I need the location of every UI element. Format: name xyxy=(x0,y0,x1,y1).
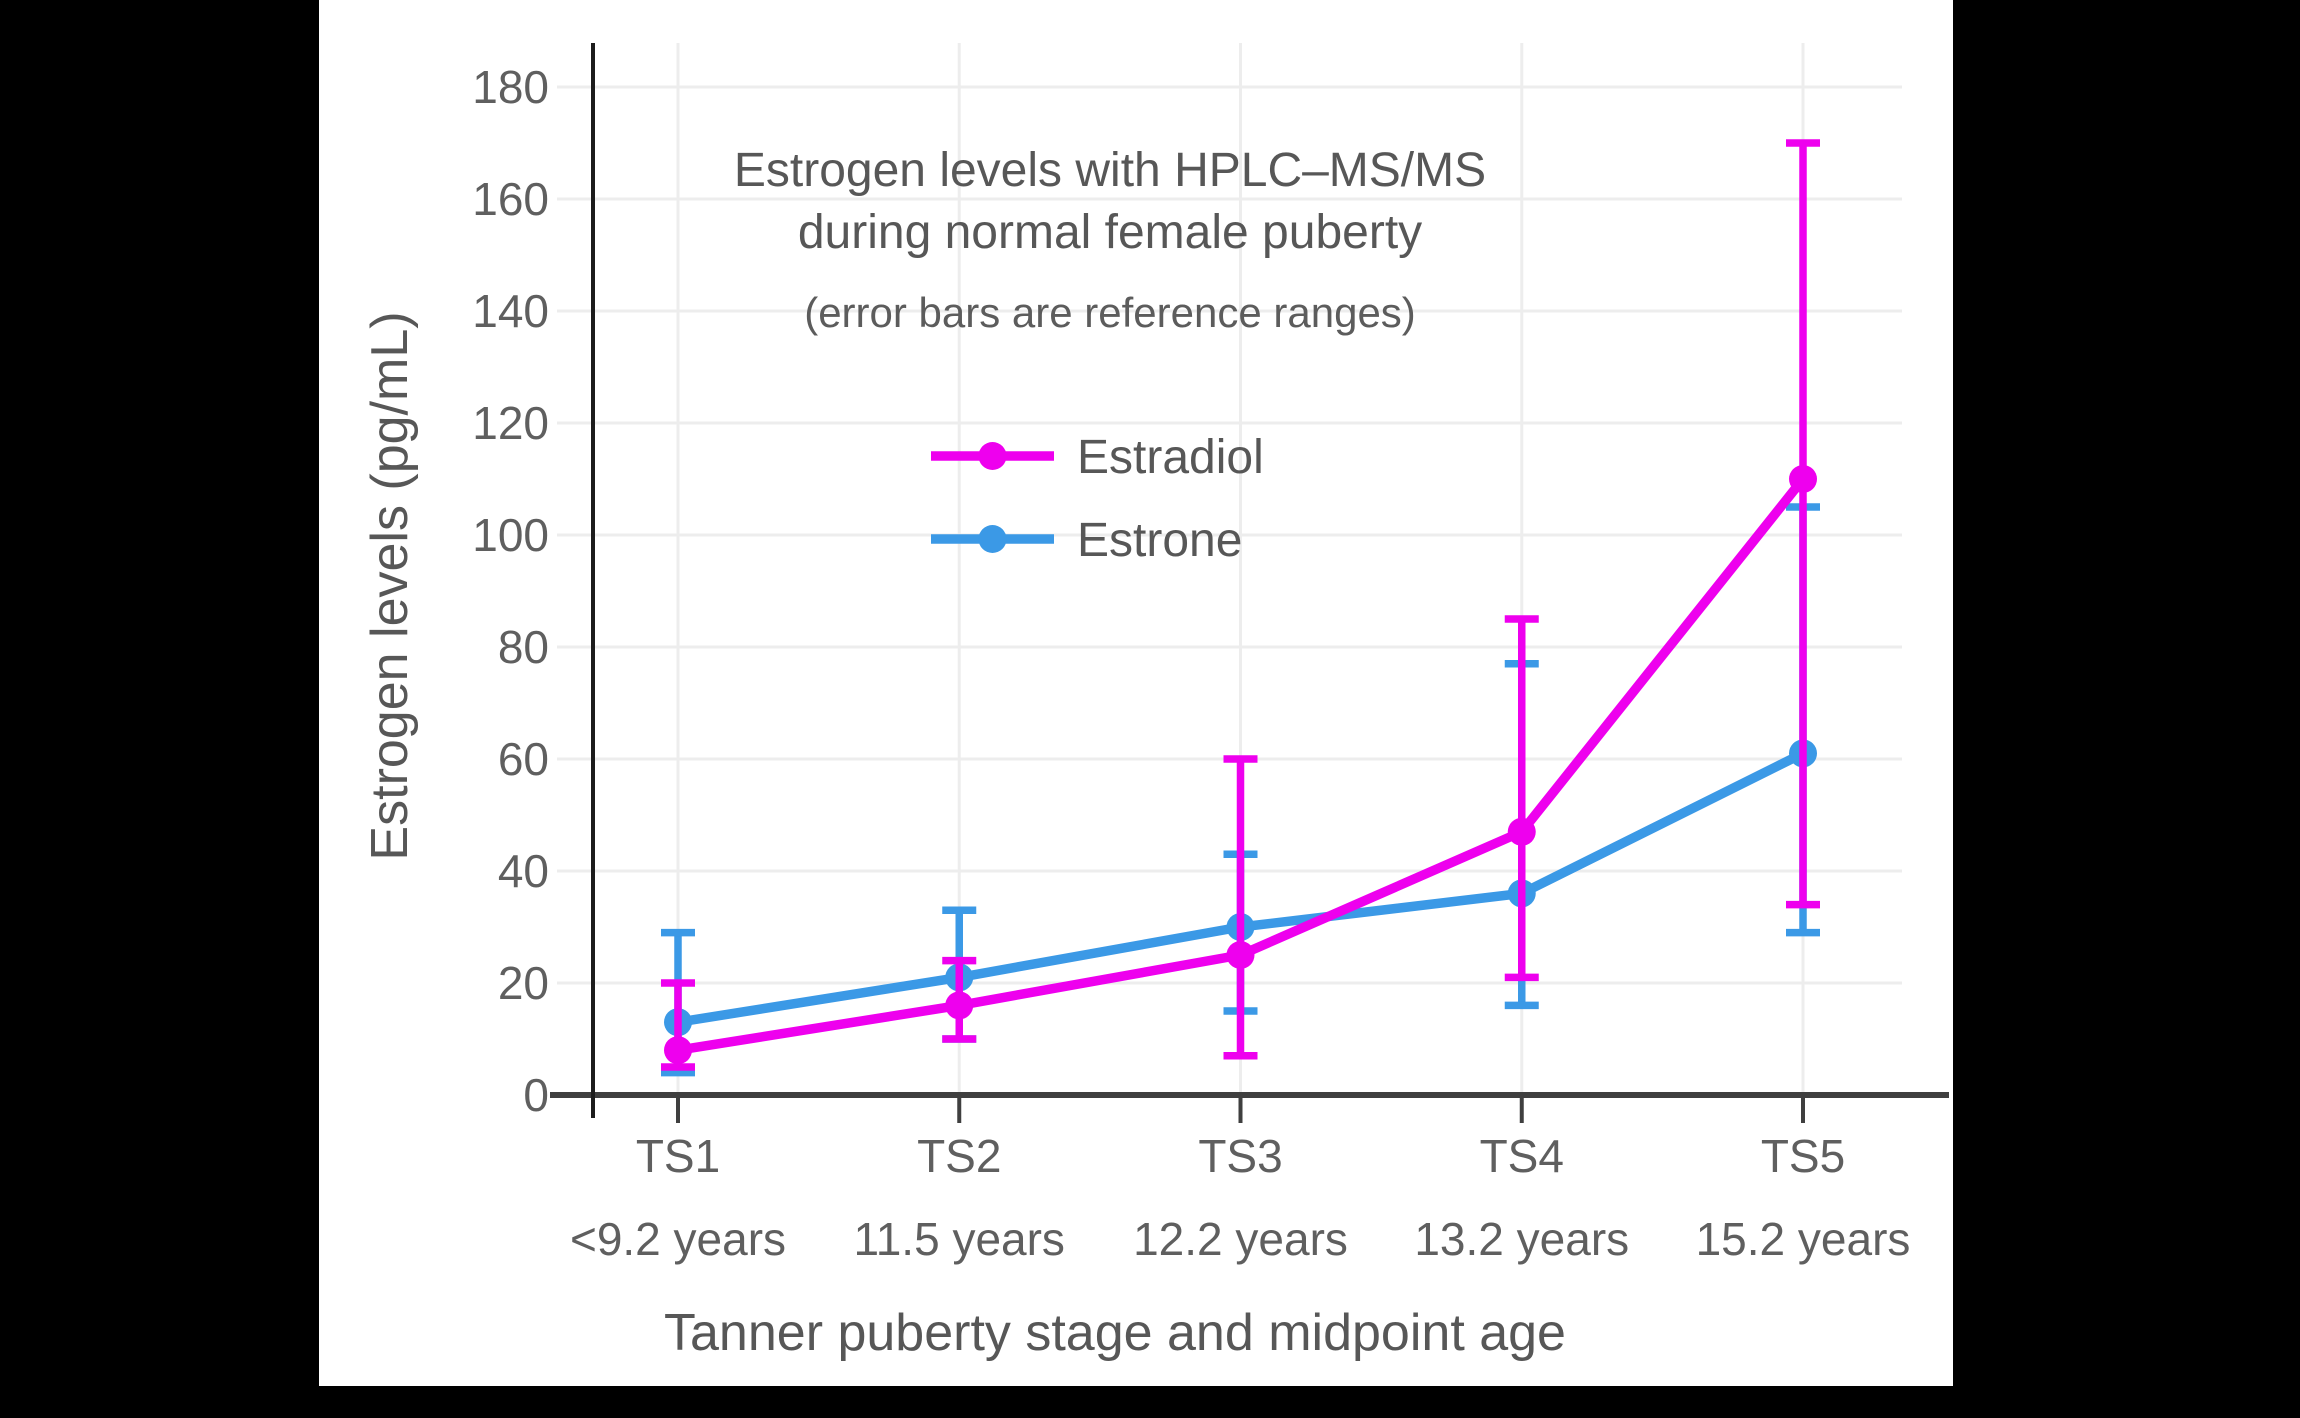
legend-label-estrone: Estrone xyxy=(1077,514,1242,567)
x-axis-title: Tanner puberty stage and midpoint age xyxy=(664,1304,1566,1362)
y-tick-label: 0 xyxy=(523,1069,549,1121)
y-tick-label: 100 xyxy=(472,509,549,561)
x-age-label: <9.2 years xyxy=(570,1213,786,1265)
y-axis-title: Estrogen levels (pg/mL) xyxy=(361,311,419,861)
y-tick-label: 180 xyxy=(472,61,549,113)
y-tick-label: 140 xyxy=(472,285,549,337)
x-age-label: 12.2 years xyxy=(1133,1213,1348,1265)
x-age-label: 13.2 years xyxy=(1414,1213,1629,1265)
x-tick-label: TS4 xyxy=(1480,1130,1564,1182)
y-tick-label: 60 xyxy=(498,733,549,785)
y-tick-label: 160 xyxy=(472,173,549,225)
x-tick-label: TS1 xyxy=(636,1130,720,1182)
chart-subtitle: (error bars are reference ranges) xyxy=(804,289,1416,336)
data-point-estradiol-TS1 xyxy=(664,1036,692,1065)
data-point-estradiol-TS5 xyxy=(1789,465,1817,493)
x-tick-label: TS5 xyxy=(1761,1130,1845,1182)
data-point-estradiol-TS4 xyxy=(1507,817,1536,846)
legend-marker-estradiol xyxy=(978,442,1007,470)
data-point-estradiol-TS3 xyxy=(1226,941,1255,969)
plot-area: 0 20 40 60 80 100 120 140 160 180 TS1 <9.2 years TS2… xyxy=(472,43,1949,1265)
x-age-label: 11.5 years xyxy=(854,1213,1065,1265)
legend-label-estradiol: Estradiol xyxy=(1077,431,1264,484)
chart-title-line1: Estrogen levels with HPLC–MS/MS xyxy=(733,144,1487,197)
chart-panel: 0 20 40 60 80 100 120 140 160 180 TS1 <9.2 years TS2… xyxy=(319,0,1953,1386)
y-tick-label: 40 xyxy=(498,845,549,897)
y-tick-label: 20 xyxy=(498,957,549,1009)
data-point-estradiol-TS2 xyxy=(945,991,974,1020)
y-tick-label: 80 xyxy=(498,621,549,673)
legend-marker-estrone xyxy=(978,525,1007,553)
y-tick-label: 120 xyxy=(472,397,549,449)
x-tick-label: TS3 xyxy=(1198,1130,1282,1182)
x-tick-label: TS2 xyxy=(917,1130,1001,1182)
chart-title-line2: during normal female puberty xyxy=(797,206,1423,259)
x-age-label: 15.2 years xyxy=(1696,1213,1911,1265)
